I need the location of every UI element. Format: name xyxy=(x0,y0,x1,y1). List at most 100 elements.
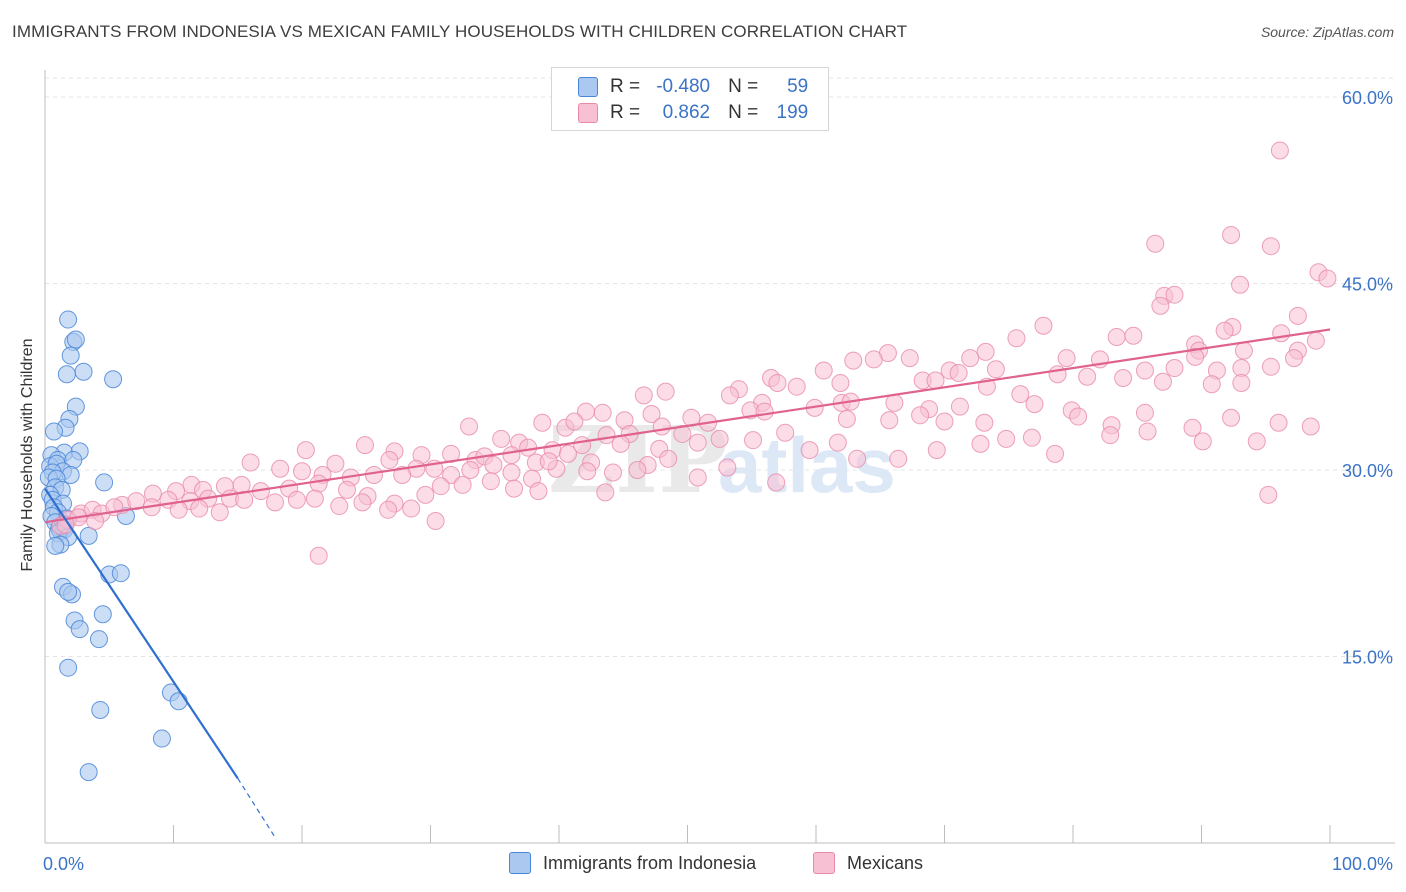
point-mexican xyxy=(1261,237,1280,256)
point-mexican xyxy=(611,434,630,453)
point-mexican xyxy=(603,463,622,482)
legend-r-label: R = xyxy=(610,102,641,123)
point-indonesia xyxy=(59,658,78,677)
point-mexican xyxy=(1114,368,1133,387)
point-mexican xyxy=(355,436,374,455)
point-indonesia xyxy=(66,330,85,349)
point-mexican xyxy=(1011,385,1030,404)
point-mexican xyxy=(1135,403,1154,422)
point-mexican xyxy=(558,444,577,463)
point-mexican xyxy=(673,424,692,443)
point-mexican xyxy=(1259,485,1278,504)
point-mexican xyxy=(926,371,945,390)
point-indonesia xyxy=(91,700,110,719)
point-mexican xyxy=(976,342,995,361)
point-mexican xyxy=(744,431,763,450)
trend-line-indonesia xyxy=(44,488,239,779)
point-indonesia xyxy=(169,692,188,711)
point-mexican xyxy=(1146,234,1165,253)
point-mexican xyxy=(848,449,867,468)
point-mexican xyxy=(986,360,1005,379)
point-mexican xyxy=(1151,296,1170,315)
point-mexican xyxy=(296,441,315,460)
legend-swatch-indonesia xyxy=(578,77,598,97)
series-indonesia-points xyxy=(39,310,188,782)
point-mexican xyxy=(1306,331,1325,350)
point-mexican xyxy=(831,373,850,392)
point-mexican xyxy=(837,410,856,429)
point-mexican xyxy=(1285,349,1304,368)
point-mexican xyxy=(190,499,209,518)
x-tick-label: 100.0% xyxy=(1332,854,1393,874)
point-mexican xyxy=(961,349,980,368)
point-mexican xyxy=(1124,326,1143,345)
point-mexican xyxy=(755,402,774,421)
point-indonesia xyxy=(57,365,76,384)
source-credit: Source: ZipAtlas.com xyxy=(1260,24,1394,40)
point-mexican xyxy=(1007,329,1026,348)
point-mexican xyxy=(768,373,787,392)
y-tick-label: 60.0% xyxy=(1342,88,1393,108)
point-mexican xyxy=(688,433,707,452)
watermark-atlas: atlas xyxy=(718,421,896,509)
point-mexican xyxy=(950,397,969,416)
point-mexican xyxy=(1269,413,1288,432)
point-mexican xyxy=(578,462,597,481)
point-mexican xyxy=(266,493,285,512)
legend-n-value: 199 xyxy=(776,102,809,123)
point-mexican xyxy=(287,490,306,509)
point-mexican xyxy=(593,403,612,422)
gridlines xyxy=(45,77,1395,657)
point-mexican xyxy=(787,377,806,396)
point-mexican xyxy=(1165,359,1184,378)
point-mexican xyxy=(1183,418,1202,437)
point-mexican xyxy=(720,386,739,405)
trend-line-mexican xyxy=(44,328,1331,524)
point-mexican xyxy=(353,493,372,512)
point-mexican xyxy=(885,393,904,412)
point-mexican xyxy=(1247,432,1266,451)
point-mexican xyxy=(416,485,435,504)
point-mexican xyxy=(1222,408,1241,427)
point-mexican xyxy=(1078,367,1097,386)
point-mexican xyxy=(1202,375,1221,394)
point-mexican xyxy=(309,474,328,493)
y-tick-label: 30.0% xyxy=(1342,461,1393,481)
point-mexican xyxy=(927,441,946,460)
point-mexican xyxy=(688,468,707,487)
point-mexican xyxy=(1057,349,1076,368)
point-mexican xyxy=(911,406,930,425)
point-mexican xyxy=(519,438,538,457)
point-mexican xyxy=(828,433,847,452)
point-mexican xyxy=(502,463,521,482)
bottom-legend-label-mexican: Mexicans xyxy=(847,852,924,873)
legend-r-value: 0.862 xyxy=(662,102,711,123)
point-mexican xyxy=(767,473,786,492)
point-mexican xyxy=(1234,341,1253,360)
point-mexican xyxy=(330,497,349,516)
legend-swatch-mexican xyxy=(578,103,598,123)
point-mexican xyxy=(814,361,833,380)
y-tick-label: 45.0% xyxy=(1342,275,1393,295)
point-indonesia xyxy=(46,536,65,555)
point-mexican xyxy=(880,411,899,430)
point-mexican xyxy=(949,364,968,383)
point-mexican xyxy=(900,349,919,368)
point-mexican xyxy=(1222,226,1241,245)
point-mexican xyxy=(1022,428,1041,447)
point-mexican xyxy=(533,413,552,432)
point-mexican xyxy=(565,412,584,431)
bottom-swatch-mexican xyxy=(813,852,835,874)
point-mexican xyxy=(426,511,445,530)
bottom-swatch-indonesia xyxy=(509,852,531,874)
point-indonesia xyxy=(59,582,78,601)
point-mexican xyxy=(1034,316,1053,335)
point-mexican xyxy=(628,461,647,479)
point-mexican xyxy=(1193,432,1212,451)
point-mexican xyxy=(1135,361,1154,380)
point-mexican xyxy=(484,456,503,475)
legend-row-mexican: R = 0.862 N = 199 xyxy=(578,101,808,125)
point-mexican xyxy=(1186,347,1205,366)
point-indonesia xyxy=(70,620,89,639)
legend-r-label: R = xyxy=(610,76,641,97)
